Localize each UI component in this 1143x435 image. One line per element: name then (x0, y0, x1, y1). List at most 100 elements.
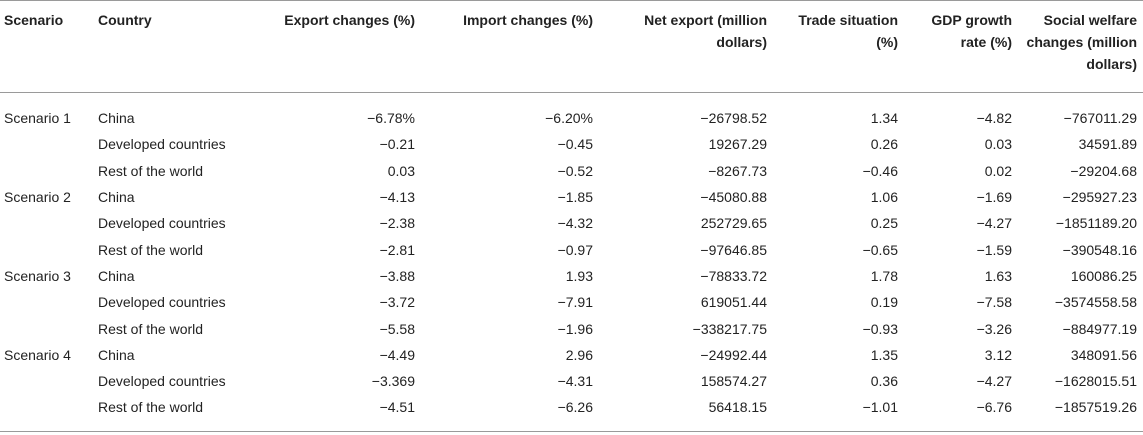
cell-country: Rest of the world (98, 241, 204, 258)
cell-export-changes: −3.369 (371, 373, 415, 390)
cell-scenario (0, 394, 92, 431)
table-row: Scenario 3 China −3.88 1.93 −78833.72 1.78 1.6… (0, 263, 1143, 289)
table-row: Rest of the world −4.51 −6.26 56418.15 −1.01… (0, 394, 1143, 431)
table-row: Developed countries −3.72 −7.91 619051.44 0.… (0, 289, 1143, 315)
cell-gdp-growth-rate: −4.82 (976, 110, 1012, 127)
cell-country: Developed countries (98, 294, 226, 311)
cell-scenario: Scenario 4 (4, 346, 71, 363)
cell-import-changes: −6.26 (557, 399, 593, 416)
cell-social-welfare-changes: −767011.29 (1063, 110, 1137, 127)
cell-export-changes: −3.72 (379, 294, 415, 311)
cell-gdp-growth-rate: −4.27 (976, 373, 1012, 390)
cell-trade-situation: −1.01 (862, 399, 898, 416)
cell-import-changes: −1.85 (557, 189, 593, 206)
cell-social-welfare-changes: −1857519.26 (1054, 399, 1137, 416)
header-trade-situation: Trade situation (%) (798, 12, 898, 50)
cell-trade-situation: −0.65 (862, 241, 898, 258)
header-row: Scenario Country Export changes (%) Impo… (0, 1, 1143, 93)
table-row: Developed countries −3.369 −4.31 158574.27 0… (0, 368, 1143, 394)
cell-social-welfare-changes: −295927.23 (1062, 189, 1137, 206)
header-scenario: Scenario (4, 12, 64, 28)
header-net-export: Net export (million dollars) (644, 12, 767, 50)
table-header: Scenario Country Export changes (%) Impo… (0, 0, 1143, 93)
cell-net-export: 158574.27 (700, 373, 767, 390)
cell-net-export: 619051.44 (700, 294, 767, 311)
cell-scenario (0, 131, 92, 157)
header-gdp-growth-rate: GDP growth rate (%) (931, 12, 1012, 50)
header-export-changes: Export changes (%) (284, 12, 415, 28)
cell-net-export: −78833.72 (700, 267, 767, 284)
cell-import-changes: −0.45 (557, 136, 593, 153)
cell-social-welfare-changes: 160086.25 (1070, 267, 1137, 284)
table-row: Developed countries −2.38 −4.32 252729.65 0.… (0, 210, 1143, 236)
cell-import-changes: 2.96 (565, 346, 593, 363)
table-row: Rest of the world 0.03 −0.52 −8267.73 −0.46 0… (0, 158, 1143, 184)
cell-gdp-growth-rate: 0.03 (984, 136, 1012, 153)
cell-gdp-growth-rate: −1.69 (976, 189, 1012, 206)
cell-export-changes: −5.58 (379, 320, 415, 337)
table-row: Rest of the world −5.58 −1.96 −338217.75 −0.… (0, 315, 1143, 341)
cell-social-welfare-changes: −3574558.58 (1054, 294, 1137, 311)
cell-export-changes: −2.38 (379, 215, 415, 232)
table-row: Scenario 2 China −4.13 −1.85 −45080.88 1.06 −1… (0, 184, 1143, 210)
cell-country: China (98, 189, 135, 206)
header-social-welfare-changes: Social welfare changes (million dollars) (1026, 12, 1137, 72)
cell-country: Developed countries (98, 373, 226, 390)
cell-import-changes: −4.31 (557, 373, 593, 390)
cell-import-changes: −0.97 (557, 241, 593, 258)
cell-trade-situation: 1.34 (870, 110, 898, 127)
cell-gdp-growth-rate: 0.02 (984, 162, 1012, 179)
cell-trade-situation: 0.19 (870, 294, 898, 311)
cell-trade-situation: −0.93 (862, 320, 898, 337)
cell-net-export: −97646.85 (700, 241, 767, 258)
cell-scenario: Scenario 2 (4, 189, 71, 206)
cell-scenario: Scenario 1 (4, 110, 71, 127)
cell-social-welfare-changes: −1851189.20 (1055, 215, 1137, 232)
cell-gdp-growth-rate: −4.27 (976, 215, 1012, 232)
cell-country: Developed countries (98, 136, 226, 153)
cell-social-welfare-changes: 348091.56 (1070, 346, 1137, 363)
cell-country: Developed countries (98, 215, 226, 232)
cell-gdp-growth-rate: 1.63 (984, 267, 1012, 284)
cell-gdp-growth-rate: −7.58 (976, 294, 1012, 311)
cell-scenario (0, 368, 92, 394)
cell-import-changes: −6.20% (545, 110, 593, 127)
table-row: Scenario 4 China −4.49 2.96 −24992.44 1.35 3.1… (0, 342, 1143, 368)
cell-import-changes: −1.96 (557, 320, 593, 337)
cell-country: China (98, 110, 135, 127)
cell-scenario (0, 289, 92, 315)
cell-export-changes: −4.49 (379, 346, 415, 363)
cell-social-welfare-changes: −29204.68 (1070, 162, 1137, 179)
cell-trade-situation: 0.25 (870, 215, 898, 232)
cell-import-changes: −7.91 (557, 294, 593, 311)
cell-trade-situation: 1.35 (870, 346, 898, 363)
cell-social-welfare-changes: −884977.19 (1062, 320, 1137, 337)
cell-net-export: 252729.65 (700, 215, 767, 232)
table-row: Rest of the world −2.81 −0.97 −97646.85 −0.6… (0, 236, 1143, 262)
cell-net-export: 19267.29 (708, 136, 767, 153)
cell-scenario (0, 158, 92, 184)
cell-country: Rest of the world (98, 399, 204, 416)
cell-country: Rest of the world (98, 320, 204, 337)
cell-net-export: −26798.52 (700, 110, 767, 127)
cell-social-welfare-changes: −390548.16 (1062, 241, 1137, 258)
cell-gdp-growth-rate: −1.59 (976, 241, 1012, 258)
table-body: Scenario 1 China −6.78% −6.20% −26798.52 1.34… (0, 93, 1143, 432)
cell-trade-situation: 1.06 (870, 189, 898, 206)
cell-trade-situation: 0.26 (870, 136, 898, 153)
cell-social-welfare-changes: 34591.89 (1078, 136, 1137, 153)
header-import-changes: Import changes (%) (463, 12, 593, 28)
cell-export-changes: −4.13 (379, 189, 415, 206)
cell-scenario (0, 210, 92, 236)
cell-export-changes: −4.51 (379, 399, 415, 416)
header-country: Country (98, 12, 152, 28)
cell-net-export: 56418.15 (708, 399, 767, 416)
cell-social-welfare-changes: −1628015.51 (1054, 373, 1137, 390)
table-row: Scenario 1 China −6.78% −6.20% −26798.52 1.34… (0, 93, 1143, 132)
cell-export-changes: −3.88 (379, 267, 415, 284)
cell-net-export: −45080.88 (700, 189, 767, 206)
cell-import-changes: 1.93 (565, 267, 593, 284)
cell-trade-situation: −0.46 (862, 162, 898, 179)
cell-export-changes: −0.21 (379, 136, 415, 153)
